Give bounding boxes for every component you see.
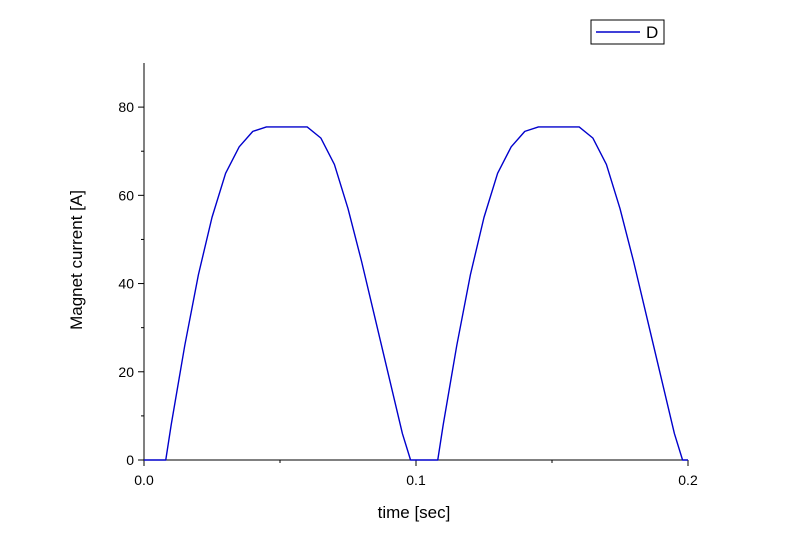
y-tick-label: 0 (126, 452, 134, 468)
legend-label: D (646, 23, 658, 42)
x-tick-label: 0.2 (678, 472, 698, 488)
axes (143, 63, 688, 461)
legend: D (590, 19, 665, 45)
y-axis-title: Magnet current [A] (67, 190, 86, 330)
ticks: 0 20 40 60 80 0.0 0.1 0.2 (118, 99, 698, 488)
y-tick-label: 20 (118, 364, 134, 380)
y-tick-label: 40 (118, 276, 134, 292)
series-line-d (144, 126, 688, 461)
x-tick-label: 0.1 (406, 472, 426, 488)
y-tick-label: 60 (118, 187, 134, 203)
x-axis-title: time [sec] (378, 503, 451, 522)
y-tick-label: 80 (118, 99, 134, 115)
x-tick-label: 0.0 (134, 472, 154, 488)
